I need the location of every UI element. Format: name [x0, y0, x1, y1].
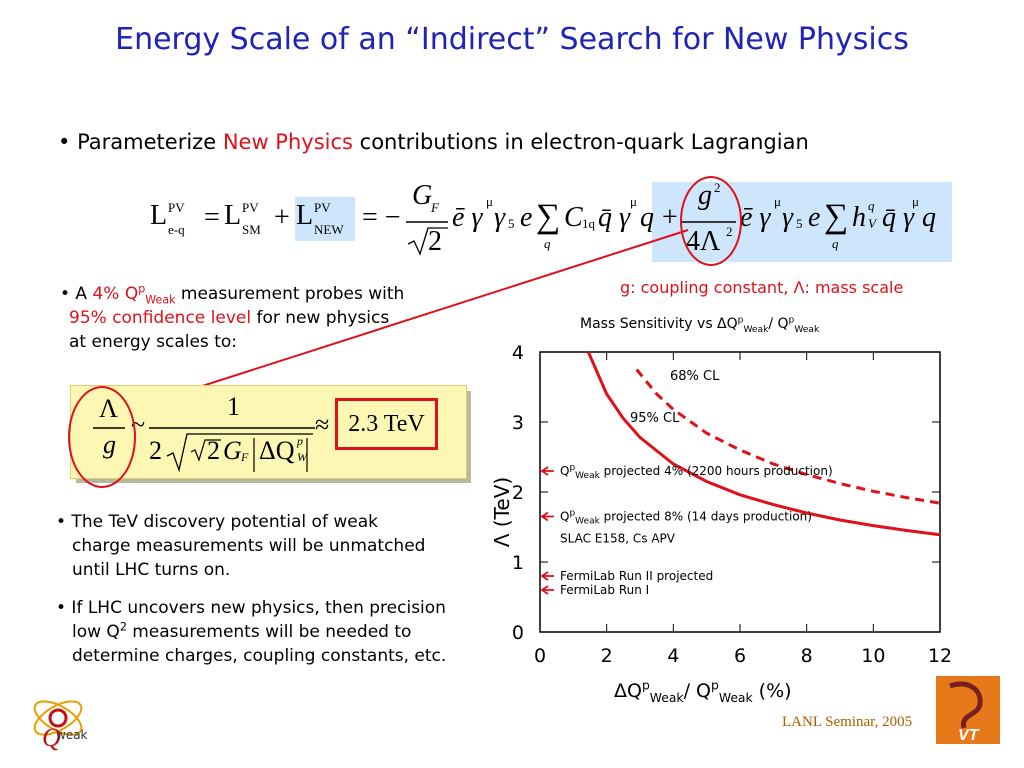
pv-sup: PV — [168, 200, 185, 215]
intro-pre: Parameterize — [77, 130, 217, 154]
marker-label: QpWeak projected 4% (2200 hours producti… — [560, 463, 833, 481]
x-tick-label: 6 — [734, 645, 746, 667]
qweak-logo-text: weak — [56, 728, 88, 742]
qweak-logo-icon: Q — [33, 700, 83, 752]
curve-annotation: 68% CL — [670, 369, 720, 384]
footer-text: LANL Seminar, 2005 — [782, 714, 913, 730]
intro-highlight: New Physics — [222, 130, 353, 154]
formula-fraction — [149, 427, 315, 473]
series-line-68-cl — [635, 368, 941, 505]
vt-logo-icon: VT — [936, 676, 1000, 744]
marker-label: QpWeak projected 8% (14 days production) — [560, 509, 812, 527]
x-tick-label: 0 — [534, 645, 546, 667]
bullet-tev-potential: • The TeV discovery potential of weak ch… — [56, 512, 426, 580]
bullet-lhc: • If LHC uncovers new physics, then prec… — [56, 598, 447, 666]
y-tick-label: 4 — [512, 342, 524, 364]
x-tick-label: 10 — [861, 645, 885, 667]
y-axis-label: Λ (TeV) — [490, 476, 514, 548]
marker-arrow — [540, 585, 554, 595]
x-tick-label: 4 — [667, 645, 679, 667]
gf-fraction-bar — [406, 221, 448, 256]
x-axis-label: ΔQpWeak/ QpWeak (%) — [614, 678, 792, 705]
marker-arrow — [540, 511, 554, 522]
x-tick-label: 8 — [801, 645, 813, 667]
svg-text:VT: VT — [958, 727, 980, 744]
slide-title: Energy Scale of an “Indirect” Search for… — [115, 22, 909, 57]
coupling-note: g: coupling constant, Λ: mass scale — [620, 278, 904, 297]
intro-post: contributions in electron-quark Lagrangi… — [359, 130, 809, 154]
measurement-bullet: • A 4% QpWeak measurement probes with 95… — [60, 282, 405, 352]
y-tick-label: 2 — [512, 482, 524, 504]
marker-arrow — [540, 466, 554, 476]
x-tick-label: 2 — [601, 645, 613, 667]
result-box: 2.3 TeV — [335, 398, 438, 450]
svg-text:Q: Q — [42, 723, 61, 752]
y-tick-label: 3 — [512, 412, 524, 434]
y-tick-label: 1 — [512, 552, 524, 574]
eq-sub: e-q — [168, 222, 185, 237]
marker-extra-label: SLAC E158, Cs APV — [560, 532, 676, 546]
g-highlight-ring — [680, 176, 742, 266]
y-tick-label: 0 — [512, 622, 524, 644]
marker-label: FermiLab Run II projected — [560, 569, 713, 583]
marker-label: FermiLab Run I — [560, 583, 649, 597]
new-physics-highlight-box — [295, 197, 355, 241]
x-tick-label: 12 — [928, 645, 952, 667]
intro-bullet: • Parameterize New Physics contributions… — [58, 130, 809, 154]
series-line-95-cl — [586, 351, 941, 537]
lambda-highlight-ring — [68, 386, 136, 488]
chart-title: Mass Sensitivity vs ΔQpWeak/ QpWeak — [580, 315, 820, 335]
curve-annotation: 95% CL — [630, 411, 680, 426]
marker-arrow — [540, 571, 554, 581]
bullet-dot: • — [58, 130, 71, 154]
